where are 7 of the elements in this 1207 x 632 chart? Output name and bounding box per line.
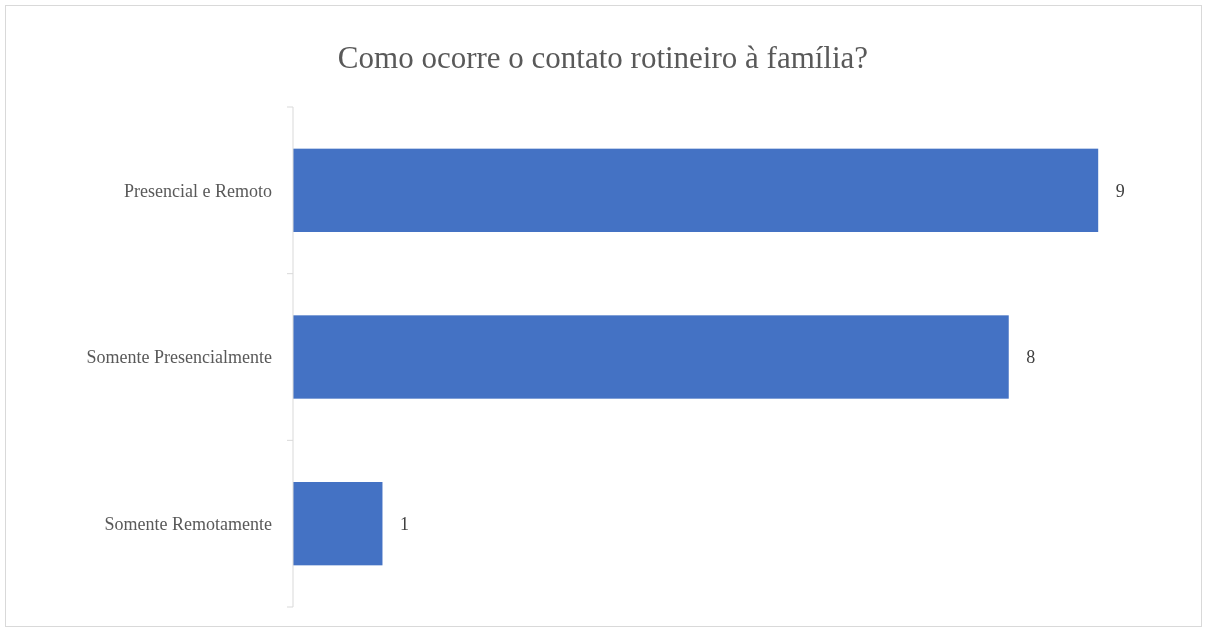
data-label: 9 xyxy=(1115,180,1125,201)
y-tick-label: Somente Remotamente xyxy=(104,513,272,534)
y-tick-label: Presencial e Remoto xyxy=(124,180,272,201)
y-tick-label: Somente Presencialmente xyxy=(86,347,272,368)
data-label: 1 xyxy=(399,513,409,534)
chart-title: Como ocorre o contato rotineiro à família? xyxy=(337,40,869,75)
data-label: 8 xyxy=(1026,347,1036,368)
